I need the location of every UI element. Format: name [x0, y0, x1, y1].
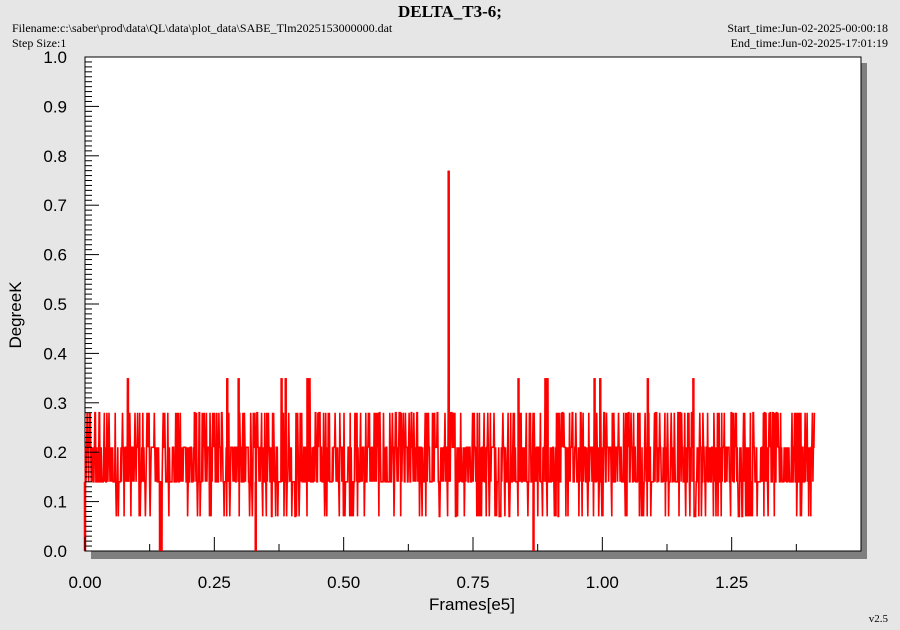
y-tick-label: 0.6 — [43, 246, 67, 265]
start-time-label: Start_time:Jun-02-2025-00:00:18 — [727, 21, 888, 35]
y-tick-label: 0.0 — [43, 542, 67, 561]
y-tick-label: 0.1 — [43, 493, 67, 512]
x-tick-label: 0.25 — [198, 573, 231, 592]
step-size-label: Step Size:1 — [12, 36, 67, 50]
y-tick-label: 1.0 — [43, 48, 67, 67]
x-tick-label: 0.50 — [327, 573, 360, 592]
y-axis-label: DegreeK — [6, 281, 25, 349]
y-tick-label: 0.2 — [43, 443, 67, 462]
y-tick-label: 0.4 — [43, 344, 67, 363]
y-tick-label: 0.3 — [43, 394, 67, 413]
series-layer — [83, 170, 816, 552]
y-tick-label: 0.8 — [43, 147, 67, 166]
y-tick-label: 0.7 — [43, 196, 67, 215]
x-tick-label: 1.25 — [715, 573, 748, 592]
axis-layer: 0.0 0.1 0.2 0.3 0.4 0.5 0.6 0.7 0.8 0.9 1.0 0.00 0.2… — [43, 48, 797, 592]
x-tick-label: 0.75 — [456, 573, 489, 592]
y-tick-label: 0.9 — [43, 97, 67, 116]
x-tick-label: 0.00 — [68, 573, 101, 592]
y-tick-label: 0.5 — [43, 295, 67, 314]
filename-label: Filename:c:\saber\prod\data\QL\data\plot… — [12, 21, 393, 35]
x-tick-label: 1.00 — [586, 573, 619, 592]
chart-title: DELTA_T3-6; — [398, 2, 502, 21]
end-time-label: End_time:Jun-02-2025-17:01:19 — [730, 36, 888, 50]
version-label: v2.5 — [868, 613, 888, 625]
x-axis-label: Frames[e5] — [429, 595, 515, 614]
